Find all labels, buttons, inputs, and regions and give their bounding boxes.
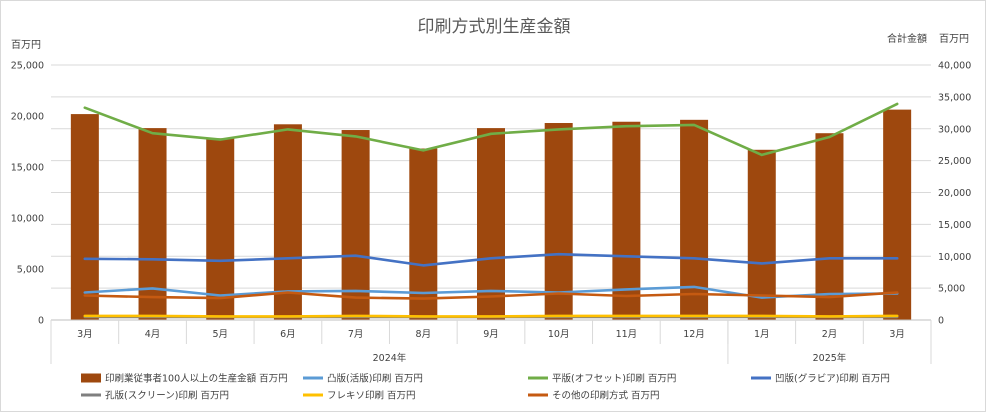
bar (206, 138, 235, 320)
bar (680, 119, 709, 320)
category-label: 4月 (145, 329, 161, 340)
legend-label: その他の印刷方式 百万円 (552, 390, 660, 402)
right-tick-label: 10,000 (938, 252, 971, 263)
bar (883, 109, 912, 320)
right-tick-label: 30,000 (938, 124, 971, 135)
legend-label: 平版(オフセット)印刷 百万円 (552, 373, 676, 385)
category-label: 2月 (822, 329, 838, 340)
bar (70, 114, 99, 321)
legend-label: フレキソ印刷 百万円 (327, 390, 416, 402)
category-label: 8月 (416, 329, 432, 340)
bar (273, 124, 302, 320)
bar (477, 128, 505, 320)
bar (815, 133, 844, 320)
series-line (83, 314, 899, 318)
series-line (83, 291, 899, 300)
legend-label: 印刷業従事者100人以上の生産金額 百万円 (105, 373, 288, 385)
category-label: 11月 (616, 329, 638, 340)
bar (544, 123, 573, 320)
left-tick-label: 15,000 (11, 163, 44, 174)
right-tick-label: 25,000 (938, 156, 971, 167)
left-axis-unit: 百万円 (11, 39, 41, 51)
bar (138, 128, 167, 320)
bar (341, 130, 370, 320)
right-tick-label: 20,000 (938, 188, 971, 199)
legend-swatch (81, 373, 101, 383)
chart-title: 印刷方式別生産金額 (418, 17, 571, 37)
left-tick-label: 0 (38, 316, 44, 327)
legend-label: 孔版(スクリーン)印刷 百万円 (105, 390, 229, 402)
year-group-label: 2025年 (813, 352, 847, 364)
legend-label: 凹版(グラビア)印刷 百万円 (775, 373, 890, 385)
series-line (83, 252, 899, 267)
category-label: 12月 (683, 329, 705, 340)
right-axis-title: 合計金額 (887, 32, 927, 45)
plot-area: 0 5,000 10,000 15,000 20,000 25,000 0 5,000 10,0… (11, 61, 971, 364)
category-label: 5月 (212, 329, 228, 340)
category-label: 3月 (77, 329, 93, 340)
bar (747, 149, 776, 320)
year-group-label: 2024年 (373, 352, 407, 364)
category-label: 6月 (280, 329, 296, 340)
series-line (83, 285, 899, 299)
bar (612, 121, 641, 320)
category-label: 10月 (548, 329, 570, 340)
legend-label: 凸版(活版)印刷 百万円 (327, 373, 423, 385)
right-tick-label: 35,000 (938, 92, 971, 103)
right-tick-label: 5,000 (938, 284, 965, 295)
left-tick-label: 20,000 (11, 112, 44, 123)
legend: 印刷業従事者100人以上の生産金額 百万円 凸版(活版)印刷 百万円 平版(オフセッ… (81, 373, 890, 402)
series-line (83, 102, 899, 157)
category-label: 3月 (889, 329, 905, 340)
right-tick-label: 40,000 (938, 61, 971, 72)
category-label: 9月 (483, 329, 499, 340)
right-tick-label: 15,000 (938, 220, 971, 231)
right-tick-label: 0 (938, 316, 944, 327)
left-tick-label: 5,000 (17, 265, 44, 276)
left-tick-label: 25,000 (11, 61, 44, 72)
category-label: 1月 (754, 329, 770, 340)
category-label: 7月 (348, 329, 364, 340)
right-axis-unit: 百万円 (939, 33, 969, 45)
left-tick-label: 10,000 (11, 214, 44, 225)
